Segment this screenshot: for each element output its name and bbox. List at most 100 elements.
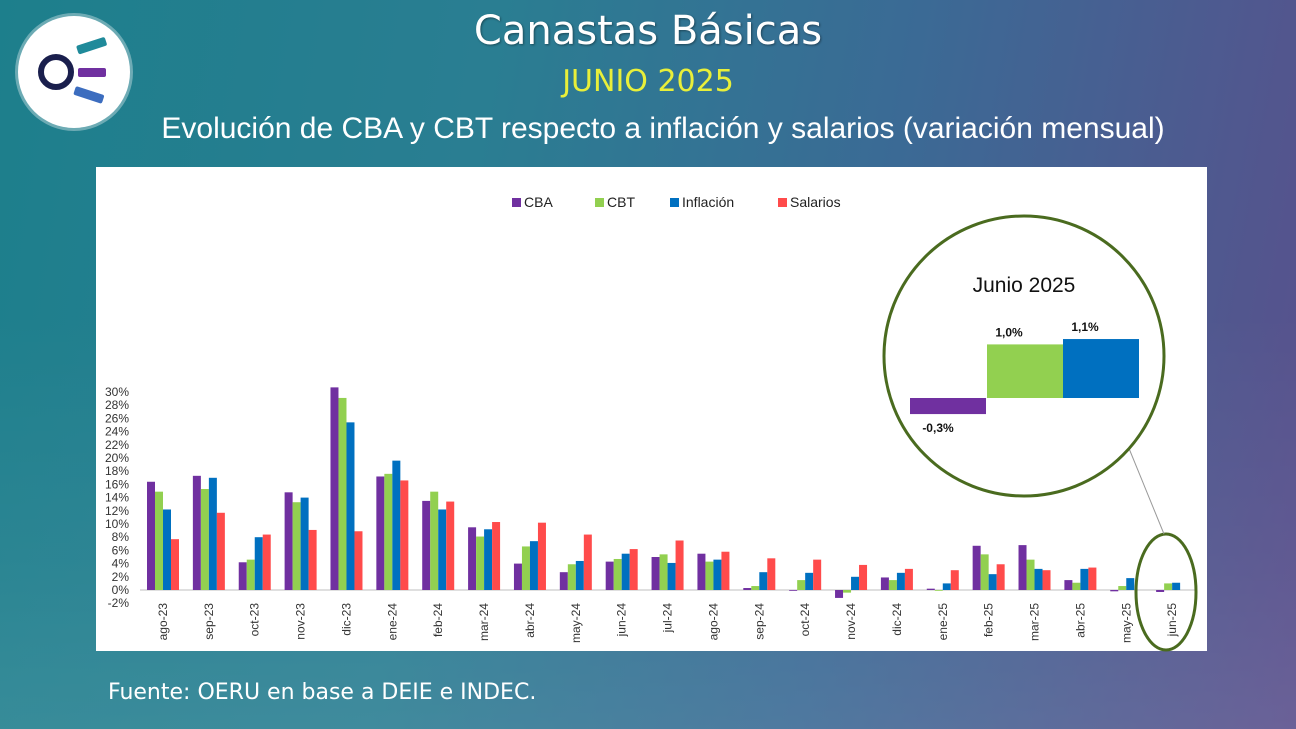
x-tick-label: dic-23 bbox=[339, 603, 353, 636]
bar-inflacion-ene-24 bbox=[392, 460, 401, 590]
bar-inflacion-feb-25 bbox=[988, 574, 997, 590]
y-tick-label: 8% bbox=[112, 530, 130, 544]
y-tick-label: 10% bbox=[105, 517, 129, 531]
x-tick-label: mar-25 bbox=[1028, 603, 1042, 641]
bar-cbt-oct-23 bbox=[246, 559, 255, 590]
bar-cba-feb-25 bbox=[972, 545, 981, 590]
bar-salarios-sep-24 bbox=[767, 558, 776, 590]
bar-salarios-nov-24 bbox=[859, 564, 868, 590]
bar-cbt-may-25 bbox=[1118, 586, 1127, 590]
legend-label: CBA bbox=[524, 194, 553, 210]
x-tick-label: mar-24 bbox=[477, 603, 491, 641]
x-tick-label: abr-24 bbox=[523, 603, 537, 638]
bar-cbt-sep-23 bbox=[200, 489, 209, 590]
x-tick-label: sep-24 bbox=[752, 603, 766, 640]
bar-cba-ago-24 bbox=[697, 553, 706, 590]
callout-data-label: 1,0% bbox=[995, 325, 1023, 339]
bar-cba-sep-24 bbox=[743, 588, 752, 590]
x-tick-label: may-24 bbox=[569, 603, 583, 643]
bar-inflacion-nov-24 bbox=[851, 576, 860, 590]
bar-cba-oct-23 bbox=[238, 562, 247, 590]
bar-cba-abr-24 bbox=[513, 563, 522, 590]
bar-cba-nov-24 bbox=[835, 590, 844, 598]
bar-cba-may-24 bbox=[559, 572, 568, 590]
legend-swatch bbox=[778, 198, 787, 207]
y-tick-label: 14% bbox=[105, 491, 129, 505]
callout-bar-cba bbox=[910, 398, 986, 415]
bar-cbt-oct-24 bbox=[797, 580, 806, 590]
oeru-logo bbox=[18, 16, 130, 128]
y-tick-label: 2% bbox=[112, 570, 130, 584]
y-tick-label: 4% bbox=[112, 557, 130, 571]
callout-data-label: -0,3% bbox=[922, 421, 954, 435]
bar-salarios-mar-25 bbox=[1042, 570, 1051, 590]
x-tick-label: jun-24 bbox=[615, 603, 629, 638]
x-tick-label: jul-24 bbox=[661, 603, 675, 634]
bar-inflacion-sep-23 bbox=[208, 477, 217, 590]
logo-icon bbox=[38, 37, 107, 104]
bar-cba-jun-25 bbox=[1156, 590, 1165, 592]
bar-salarios-nov-23 bbox=[308, 529, 317, 590]
x-tick-label: ago-23 bbox=[156, 603, 170, 641]
x-tick-label: dic-24 bbox=[890, 603, 904, 636]
bar-cbt-mar-24 bbox=[476, 536, 485, 590]
bar-inflacion-abr-24 bbox=[529, 541, 538, 590]
bar-cbt-ago-24 bbox=[705, 561, 714, 590]
bar-cba-abr-25 bbox=[1064, 580, 1073, 590]
legend-label: CBT bbox=[607, 194, 635, 210]
x-tick-label: ene-25 bbox=[936, 603, 950, 641]
bar-salarios-mar-24 bbox=[492, 522, 501, 590]
bar-cbt-ago-23 bbox=[155, 491, 163, 590]
bar-inflacion-oct-24 bbox=[805, 572, 814, 590]
x-tick-label: ago-24 bbox=[706, 603, 720, 641]
x-tick-label: oct-24 bbox=[798, 603, 812, 637]
y-tick-label: 12% bbox=[105, 504, 129, 518]
bar-inflacion-oct-23 bbox=[254, 537, 263, 590]
legend-label: Salarios bbox=[790, 194, 841, 210]
bar-cba-may-25 bbox=[1110, 590, 1119, 592]
bar-cba-ago-23 bbox=[147, 481, 155, 590]
bar-salarios-may-24 bbox=[583, 534, 592, 590]
y-tick-label: 6% bbox=[112, 543, 130, 557]
bar-salarios-ago-23 bbox=[171, 539, 179, 590]
bar-cbt-jul-24 bbox=[659, 554, 668, 590]
y-tick-label: 26% bbox=[105, 411, 129, 425]
bar-cba-ene-25 bbox=[926, 588, 935, 590]
legend-swatch bbox=[512, 198, 521, 207]
bar-salarios-jul-24 bbox=[675, 540, 684, 590]
legend-swatch bbox=[595, 198, 604, 207]
y-tick-label: 16% bbox=[105, 477, 129, 491]
callout-connector bbox=[1127, 445, 1165, 535]
highlight-ring bbox=[1134, 532, 1198, 652]
bar-salarios-abr-25 bbox=[1088, 567, 1097, 590]
bar-salarios-abr-24 bbox=[537, 522, 546, 590]
x-tick-label: nov-23 bbox=[294, 603, 308, 640]
bar-cbt-nov-24 bbox=[843, 590, 852, 593]
bar-cbt-abr-24 bbox=[521, 546, 530, 590]
bar-cba-sep-23 bbox=[192, 475, 201, 590]
bar-cba-jul-24 bbox=[651, 557, 660, 590]
bar-inflacion-jun-25 bbox=[1172, 582, 1181, 590]
bar-salarios-feb-25 bbox=[996, 564, 1005, 590]
y-tick-label: 30% bbox=[105, 385, 129, 399]
bar-inflacion-ene-25 bbox=[942, 583, 951, 590]
callout-bar-inflacion bbox=[1063, 339, 1139, 398]
bar-inflacion-mar-24 bbox=[484, 529, 493, 590]
legend-swatch bbox=[670, 198, 679, 207]
bar-inflacion-may-25 bbox=[1126, 578, 1135, 590]
bar-cba-mar-25 bbox=[1018, 545, 1027, 590]
bar-inflacion-abr-25 bbox=[1080, 568, 1089, 590]
bar-salarios-jun-24 bbox=[629, 549, 638, 590]
bar-cba-oct-24 bbox=[789, 590, 798, 591]
callout-title: Junio 2025 bbox=[973, 274, 1076, 297]
bar-cba-dic-24 bbox=[880, 577, 889, 590]
bar-salarios-dic-24 bbox=[904, 568, 913, 590]
page-subtitle: JUNIO 2025 bbox=[562, 64, 734, 99]
bar-salarios-ago-24 bbox=[721, 551, 730, 590]
y-tick-label: -2% bbox=[108, 596, 130, 610]
bar-cba-jun-24 bbox=[605, 561, 614, 590]
chart-heading: Evolución de CBA y CBT respecto a inflac… bbox=[161, 112, 1165, 145]
bar-cbt-dic-23 bbox=[338, 397, 347, 590]
x-tick-label: feb-24 bbox=[431, 603, 445, 637]
